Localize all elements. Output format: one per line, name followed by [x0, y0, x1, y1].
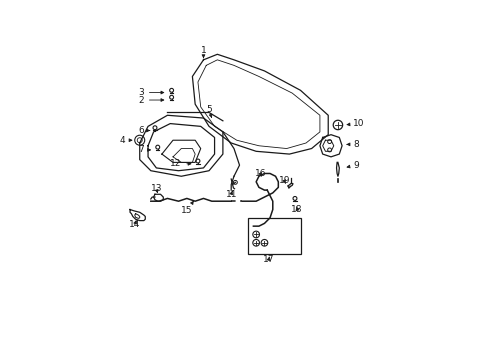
Text: 2: 2	[138, 95, 163, 104]
Text: 12: 12	[170, 159, 190, 168]
Text: 5: 5	[206, 105, 211, 117]
Text: 19: 19	[278, 176, 289, 185]
Text: 6: 6	[138, 126, 149, 135]
Text: 8: 8	[346, 140, 358, 149]
Text: 15: 15	[181, 201, 193, 215]
Text: 9: 9	[346, 161, 358, 170]
Text: 11: 11	[225, 190, 237, 199]
Text: 13: 13	[150, 184, 162, 193]
Text: 3: 3	[138, 88, 163, 97]
Text: 1: 1	[200, 46, 206, 58]
Text: 17: 17	[263, 256, 274, 265]
Text: 14: 14	[129, 220, 140, 229]
Text: 4: 4	[119, 136, 132, 145]
Text: 7: 7	[138, 145, 150, 154]
Text: 18: 18	[291, 205, 302, 214]
Text: 10: 10	[346, 119, 364, 128]
Text: 16: 16	[254, 169, 265, 178]
